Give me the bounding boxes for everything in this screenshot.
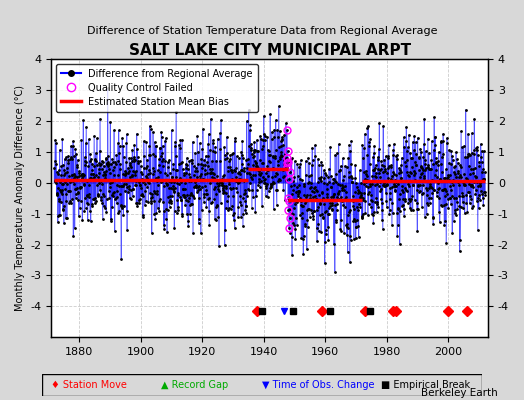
Legend: Difference from Regional Average, Quality Control Failed, Estimated Station Mean: Difference from Regional Average, Qualit… — [56, 64, 258, 112]
Text: Berkeley Earth: Berkeley Earth — [421, 388, 498, 398]
Y-axis label: Monthly Temperature Anomaly Difference (°C): Monthly Temperature Anomaly Difference (… — [15, 85, 25, 311]
Text: ▲ Record Gap: ▲ Record Gap — [161, 380, 228, 390]
Title: SALT LAKE CITY MUNICIPAL ARPT: SALT LAKE CITY MUNICIPAL ARPT — [129, 43, 411, 58]
Text: ■ Empirical Break: ■ Empirical Break — [381, 380, 470, 390]
Text: Difference of Station Temperature Data from Regional Average: Difference of Station Temperature Data f… — [87, 26, 437, 36]
Text: ▼ Time of Obs. Change: ▼ Time of Obs. Change — [262, 380, 375, 390]
Text: ♦ Station Move: ♦ Station Move — [51, 380, 127, 390]
